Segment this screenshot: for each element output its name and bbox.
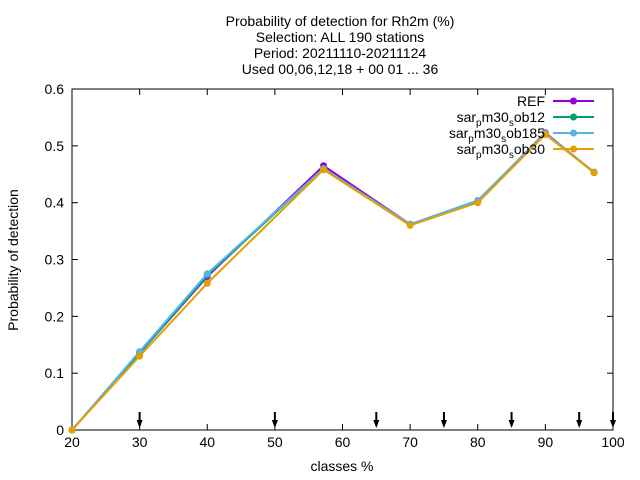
arrow-marker-head xyxy=(271,420,278,428)
chart-title: Probability of detection for Rh2m (%) Se… xyxy=(226,13,455,77)
series-point xyxy=(406,221,414,229)
series-line xyxy=(71,131,595,431)
x-tick-label: 90 xyxy=(538,434,554,450)
y-tick-label: 0.1 xyxy=(45,365,65,381)
y-tick-label: 0.5 xyxy=(45,138,65,154)
series-point xyxy=(474,199,482,207)
class-arrow-markers xyxy=(136,412,616,428)
legend-marker xyxy=(570,145,577,153)
series-point xyxy=(68,426,76,434)
series-point xyxy=(203,279,211,287)
x-tick-label: 50 xyxy=(267,434,283,450)
x-tick-label: 60 xyxy=(335,434,351,450)
y-axis-label: Probability of detection xyxy=(5,189,21,331)
x-tick-label: 40 xyxy=(199,434,215,450)
series-line xyxy=(71,133,595,431)
arrow-marker-head xyxy=(440,420,447,428)
y-axis-ticks: 0 0.1 0.2 0.3 0.4 0.5 0.6 xyxy=(45,81,613,438)
x-tick-label: 80 xyxy=(470,434,486,450)
legend-label: sarpm30sob185 xyxy=(449,125,545,145)
series-point xyxy=(320,166,328,174)
y-tick-label: 0.2 xyxy=(45,308,65,324)
x-tick-label: 30 xyxy=(132,434,148,450)
title-line-2: Selection: ALL 190 stations xyxy=(256,29,424,45)
x-tick-label: 20 xyxy=(64,434,80,450)
title-line-3: Period: 20211110-20211124 xyxy=(254,45,427,61)
arrow-marker-head xyxy=(576,420,583,428)
x-axis-ticks: 20 30 40 50 60 70 80 90 100 xyxy=(64,89,625,450)
legend-label: REF xyxy=(517,93,545,109)
y-tick-label: 0 xyxy=(56,422,64,438)
arrow-marker-head xyxy=(610,420,616,428)
y-tick-label: 0.4 xyxy=(45,195,65,211)
series-line xyxy=(71,131,595,431)
x-axis-label: classes % xyxy=(310,458,373,474)
title-line-4: Used 00,06,12,18 + 00 01 ... 36 xyxy=(242,61,439,77)
y-tick-label: 0.3 xyxy=(45,252,65,268)
series-point xyxy=(136,352,144,360)
series-point xyxy=(541,130,549,138)
series-line xyxy=(71,131,595,431)
arrow-marker-head xyxy=(508,420,515,428)
legend-label: sarpm30sob12 xyxy=(457,109,546,129)
legend-marker xyxy=(570,129,577,137)
y-tick-label: 0.6 xyxy=(45,81,65,97)
legend-label: sarpm30sob30 xyxy=(457,141,546,161)
title-line-1: Probability of detection for Rh2m (%) xyxy=(226,13,455,29)
legend-marker xyxy=(570,97,577,105)
series-lines xyxy=(68,129,598,434)
series-point xyxy=(203,270,211,278)
series-point xyxy=(590,169,598,177)
legend-marker xyxy=(570,113,577,121)
x-tick-label: 100 xyxy=(601,434,625,450)
x-tick-label: 70 xyxy=(402,434,418,450)
arrow-marker-head xyxy=(373,420,380,428)
arrow-marker-head xyxy=(136,420,143,428)
